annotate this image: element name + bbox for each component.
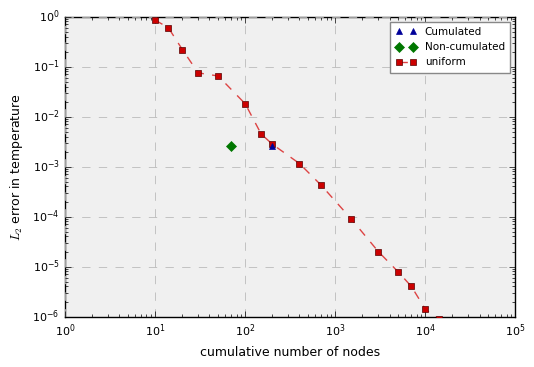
uniform bbox=[195, 71, 201, 75]
uniform bbox=[422, 307, 429, 312]
uniform bbox=[435, 317, 442, 321]
uniform bbox=[375, 249, 381, 254]
uniform bbox=[242, 102, 248, 106]
Line: uniform: uniform bbox=[152, 17, 441, 321]
uniform bbox=[215, 74, 222, 78]
uniform bbox=[395, 270, 402, 274]
uniform bbox=[269, 142, 276, 146]
Y-axis label: $\mathit{L}_2$ error in temperature: $\mathit{L}_2$ error in temperature bbox=[9, 92, 25, 241]
uniform bbox=[179, 47, 185, 52]
uniform bbox=[408, 284, 414, 289]
X-axis label: cumulative number of nodes: cumulative number of nodes bbox=[200, 346, 380, 359]
uniform bbox=[348, 217, 355, 221]
uniform bbox=[296, 161, 303, 166]
uniform bbox=[152, 18, 159, 22]
uniform bbox=[165, 26, 171, 30]
uniform bbox=[258, 132, 264, 136]
uniform bbox=[318, 183, 325, 188]
Legend: Cumulated, Non-cumulated, uniform: Cumulated, Non-cumulated, uniform bbox=[390, 22, 510, 73]
